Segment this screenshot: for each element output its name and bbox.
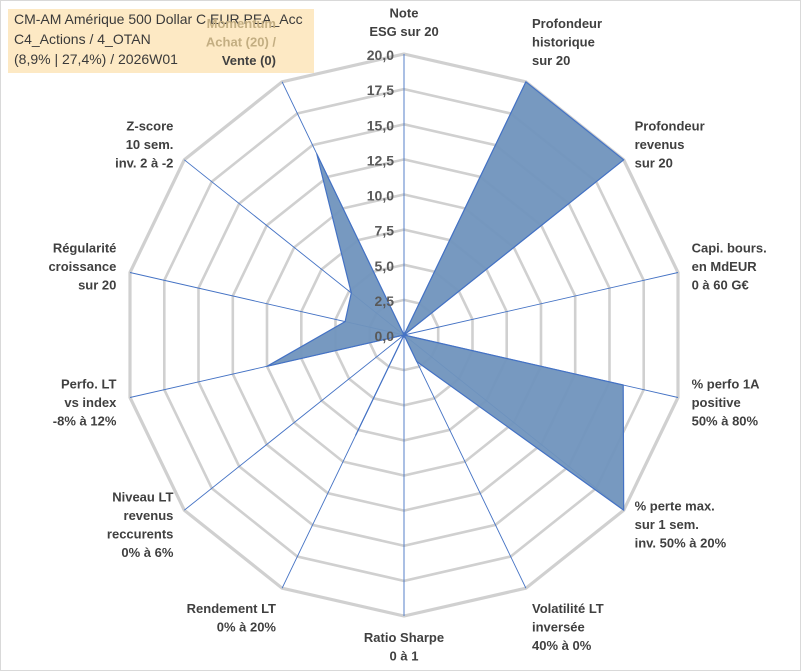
- axis-label-13-line-1: Achat (20) /: [206, 35, 276, 50]
- axis-label-7-line-0: Ratio Sharpe: [364, 630, 444, 645]
- tick-label-3: 7,5: [375, 223, 395, 239]
- tick-label-2: 5,0: [375, 258, 395, 274]
- axis-label-2-line-1: revenus: [635, 137, 685, 152]
- axis-label-4-line-2: 50% à 80%: [692, 413, 759, 428]
- chart-title-line-1: CM-AM Amérique 500 Dollar C EUR PEA_Acc: [14, 11, 303, 27]
- axis-label-3-line-2: 0 à 60 G€: [692, 278, 749, 293]
- axis-label-11-line-2: sur 20: [78, 278, 116, 293]
- spoke-6: [403, 334, 527, 589]
- axis-label-2-line-0: Profondeur: [635, 118, 705, 133]
- tick-label-8: 20,0: [367, 47, 394, 63]
- axis-label-3-line-0: Capi. bours.: [692, 241, 767, 256]
- axis-label-10-line-0: Perfo. LT: [61, 376, 116, 391]
- axis-label-9-line-0: Niveau LT: [112, 489, 173, 504]
- axis-label-4-line-0: % perfo 1A: [692, 376, 761, 391]
- tick-label-0: 0,0: [375, 328, 395, 344]
- axis-label-1-line-2: sur 20: [532, 53, 570, 68]
- axis-label-13-line-0: Momentum: [207, 16, 276, 31]
- axis-label-9-line-1: revenus: [124, 508, 174, 523]
- axis-label-12-line-2: inv. 2 à -2: [115, 155, 173, 170]
- axis-label-6-line-1: inversée: [532, 619, 585, 634]
- axis-label-13-line-2: Vente (0): [222, 53, 276, 68]
- axis-label-1-line-1: historique: [532, 35, 595, 50]
- tick-label-7: 17,5: [367, 82, 394, 98]
- axis-label-5-line-2: inv. 50% à 20%: [635, 536, 727, 551]
- axis-label-11-line-0: Régularité: [53, 241, 117, 256]
- axis-label-6-line-0: Volatilité LT: [532, 601, 604, 616]
- tick-label-5: 12,5: [367, 152, 394, 168]
- axis-label-9-line-3: 0% à 6%: [121, 545, 173, 560]
- axis-label-7-line-1: 0 à 1: [390, 649, 419, 664]
- axis-label-9-line-2: reccurents: [107, 526, 173, 541]
- axis-label-0-line-0: Note: [390, 6, 419, 21]
- axis-label-0-line-1: ESG sur 20: [369, 24, 438, 39]
- tick-label-1: 2,5: [375, 293, 395, 309]
- chart-title-line-3: (8,9% | 27,4%) / 2026W01: [14, 51, 178, 67]
- chart-title-line-2: C4_Actions / 4_OTAN: [14, 31, 151, 47]
- axis-label-2-line-2: sur 20: [635, 155, 673, 170]
- spoke-9: [184, 334, 405, 511]
- axis-label-5-line-0: % perte max.: [635, 499, 715, 514]
- series-area: [266, 81, 625, 511]
- axis-label-4-line-1: positive: [692, 395, 741, 410]
- axis-label-12-line-0: Z-score: [126, 118, 173, 133]
- tick-label-4: 10,0: [367, 188, 394, 204]
- axis-label-11-line-1: croissance: [48, 259, 116, 274]
- axis-label-10-line-2: -8% à 12%: [53, 413, 117, 428]
- axis-label-12-line-1: 10 sem.: [126, 137, 174, 152]
- axis-label-10-line-1: vs index: [64, 395, 117, 410]
- chart-title-box: CM-AM Amérique 500 Dollar C EUR PEA_Acc …: [8, 9, 314, 73]
- axis-label-8-line-0: Rendement LT: [187, 601, 276, 616]
- axis-label-1-line-0: Profondeur: [532, 16, 602, 31]
- tick-label-6: 15,0: [367, 117, 394, 133]
- axis-label-6-line-2: 40% à 0%: [532, 638, 592, 653]
- axis-label-3-line-1: en MdEUR: [692, 259, 758, 274]
- spoke-3: [403, 272, 679, 336]
- axis-label-5-line-1: sur 1 sem.: [635, 517, 699, 532]
- axis-label-8-line-1: 0% à 20%: [217, 619, 277, 634]
